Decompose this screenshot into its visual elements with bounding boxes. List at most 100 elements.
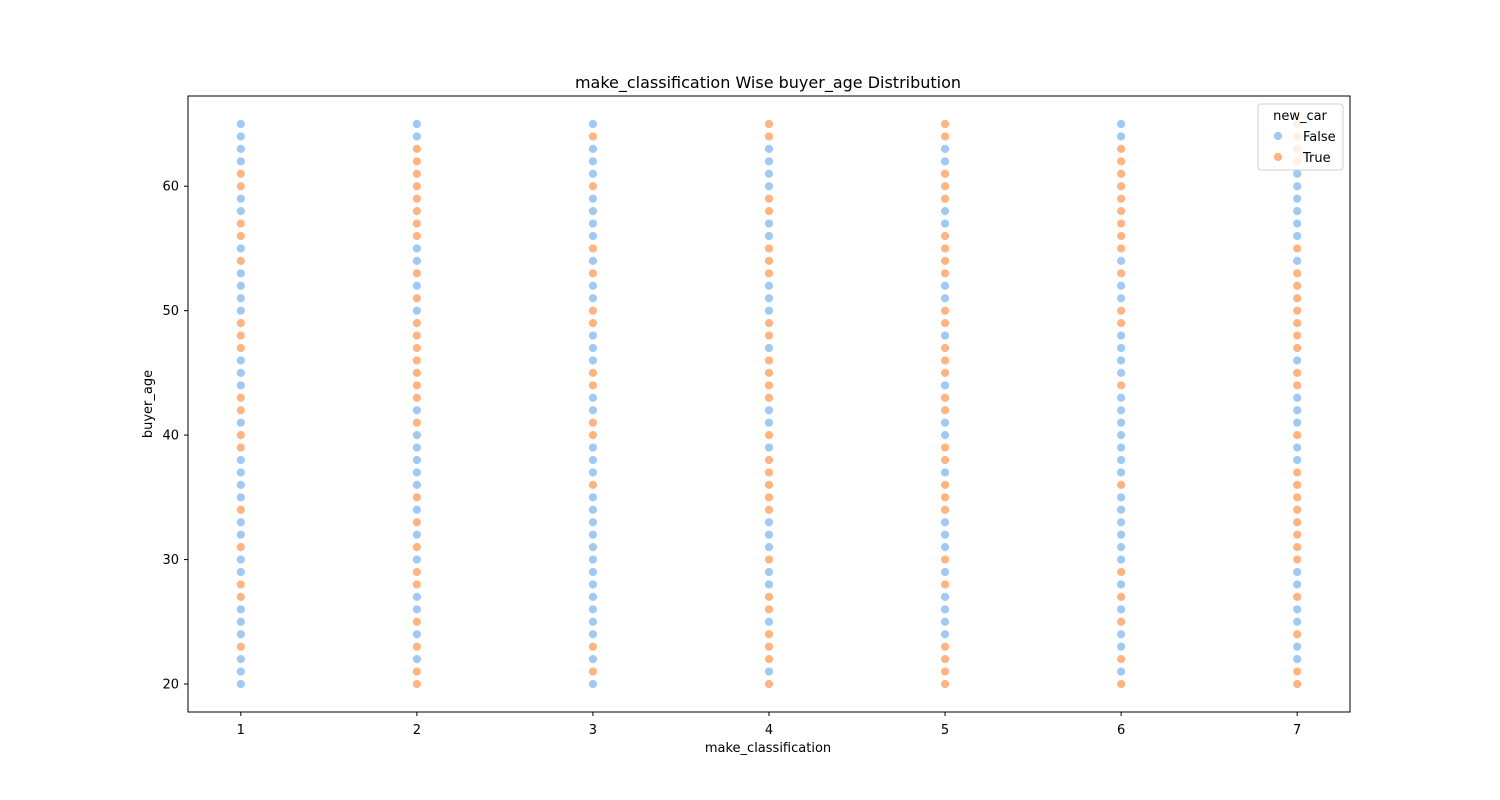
data-point-true-x1-14: [235, 218, 246, 229]
data-point-false-x1-14: [235, 417, 246, 428]
data-point-false-x6-1: [1116, 641, 1127, 652]
data-point-false-x5-14: [940, 280, 950, 291]
data-point-false-x1-2: [235, 654, 246, 665]
data-point-true-x7-18: [1292, 305, 1303, 316]
data-point-false-x1-6: [235, 567, 246, 577]
data-point-false-x7-14: [1292, 218, 1303, 229]
data-point-true-x1-3: [235, 542, 246, 553]
data-point-true-x7-17: [1292, 318, 1303, 329]
data-point-true-x5-5: [940, 554, 950, 565]
data-point-true-x6-18: [1116, 143, 1127, 154]
data-point-false-x1-7: [235, 554, 246, 565]
data-point-false-x3-20: [588, 343, 598, 353]
data-point-false-x4-11: [764, 305, 774, 316]
data-point-true-x2-7: [411, 517, 422, 528]
data-point-false-x2-15: [411, 255, 422, 266]
data-point-false-x3-3: [588, 616, 598, 627]
data-point-true-x7-20: [1292, 280, 1303, 291]
data-point-false-x5-11: [940, 380, 950, 391]
data-point-true-x2-4: [411, 579, 422, 590]
data-point-false-x7-7: [1292, 442, 1303, 453]
data-point-true-x7-4: [1292, 554, 1303, 565]
data-point-false-x1-13: [235, 455, 246, 465]
data-point-true-x3-8: [588, 305, 598, 316]
data-point-false-x4-17: [764, 168, 774, 179]
data-point-true-x4-22: [764, 206, 774, 217]
data-point-false-x3-29: [588, 168, 598, 179]
data-point-true-x4-4: [764, 604, 774, 615]
data-point-false-x1-26: [235, 143, 246, 154]
data-point-true-x5-16: [940, 318, 950, 329]
data-point-true-x3-6: [588, 367, 598, 378]
legend-label-false: False: [1303, 130, 1336, 145]
data-point-false-x4-15: [764, 218, 774, 229]
data-point-false-x2-8: [411, 467, 422, 478]
data-point-true-x5-23: [940, 181, 950, 192]
data-point-false-x3-17: [588, 405, 598, 416]
x-tick-label-4: 4: [765, 723, 773, 738]
data-point-true-x6-17: [1116, 156, 1127, 167]
data-point-true-x4-14: [764, 380, 774, 391]
data-point-false-x7-11: [1292, 355, 1303, 366]
data-point-false-x6-0: [1116, 666, 1127, 677]
data-point-true-x5-15: [940, 343, 950, 353]
data-point-true-x2-25: [411, 156, 422, 167]
data-point-false-x4-13: [764, 280, 774, 291]
data-point-false-x7-18: [1292, 168, 1303, 179]
data-point-true-x6-15: [1116, 181, 1127, 192]
data-point-true-x3-10: [588, 243, 598, 254]
data-point-true-x7-7: [1292, 517, 1303, 528]
data-point-true-x3-2: [588, 479, 598, 490]
data-point-true-x3-5: [588, 380, 598, 391]
data-point-false-x6-16: [1116, 405, 1127, 416]
data-point-true-x2-5: [411, 567, 422, 577]
data-point-false-x4-9: [764, 405, 774, 416]
data-point-true-x2-19: [411, 231, 422, 241]
data-point-false-x3-15: [588, 455, 598, 465]
data-point-true-x1-11: [235, 318, 246, 329]
data-point-true-x7-9: [1292, 492, 1303, 503]
data-point-false-x2-17: [411, 131, 422, 142]
data-point-false-x3-1: [588, 654, 598, 665]
data-point-true-x5-18: [940, 268, 950, 279]
data-point-true-x4-20: [764, 255, 774, 266]
data-point-false-x5-6: [940, 529, 950, 540]
data-point-false-x5-16: [940, 206, 950, 217]
data-point-false-x3-32: [588, 119, 598, 129]
data-point-true-x5-3: [940, 641, 950, 652]
data-point-true-x4-1: [764, 654, 774, 665]
data-point-true-x6-12: [1116, 218, 1127, 229]
data-point-false-x2-9: [411, 455, 422, 465]
data-point-false-x4-3: [764, 567, 774, 577]
data-point-true-x6-4: [1116, 567, 1127, 577]
data-point-false-x1-23: [235, 206, 246, 217]
data-point-false-x2-10: [411, 442, 422, 453]
y-axis-ticks: 20 30 40 50 60: [162, 180, 188, 693]
data-point-false-x2-3: [411, 591, 422, 602]
y-axis-label: buyer_age: [141, 370, 156, 438]
data-point-true-x7-3: [1292, 591, 1303, 602]
data-point-false-x1-22: [235, 243, 246, 254]
data-point-true-x4-13: [764, 392, 774, 403]
data-point-true-x7-2: [1292, 629, 1303, 640]
data-point-true-x2-1: [411, 666, 422, 677]
data-point-false-x4-12: [764, 293, 774, 304]
data-point-false-x1-24: [235, 193, 246, 204]
data-point-false-x7-16: [1292, 193, 1303, 204]
data-point-true-x4-17: [764, 330, 774, 341]
x-tick-label-3: 3: [589, 723, 597, 738]
y-tick-label-40: 40: [162, 429, 179, 444]
data-point-true-x4-0: [764, 679, 774, 689]
data-point-true-x1-1: [235, 591, 246, 602]
data-point-true-x2-2: [411, 641, 422, 652]
data-point-true-x3-0: [588, 666, 598, 677]
data-point-false-x7-10: [1292, 392, 1303, 403]
data-point-false-x6-25: [1116, 131, 1127, 142]
data-point-false-x6-7: [1116, 529, 1127, 540]
data-point-false-x3-13: [588, 492, 598, 503]
data-point-false-x6-21: [1116, 330, 1127, 341]
data-point-false-x1-10: [235, 492, 246, 503]
data-point-false-x5-0: [940, 629, 950, 640]
data-point-false-x1-11: [235, 479, 246, 490]
